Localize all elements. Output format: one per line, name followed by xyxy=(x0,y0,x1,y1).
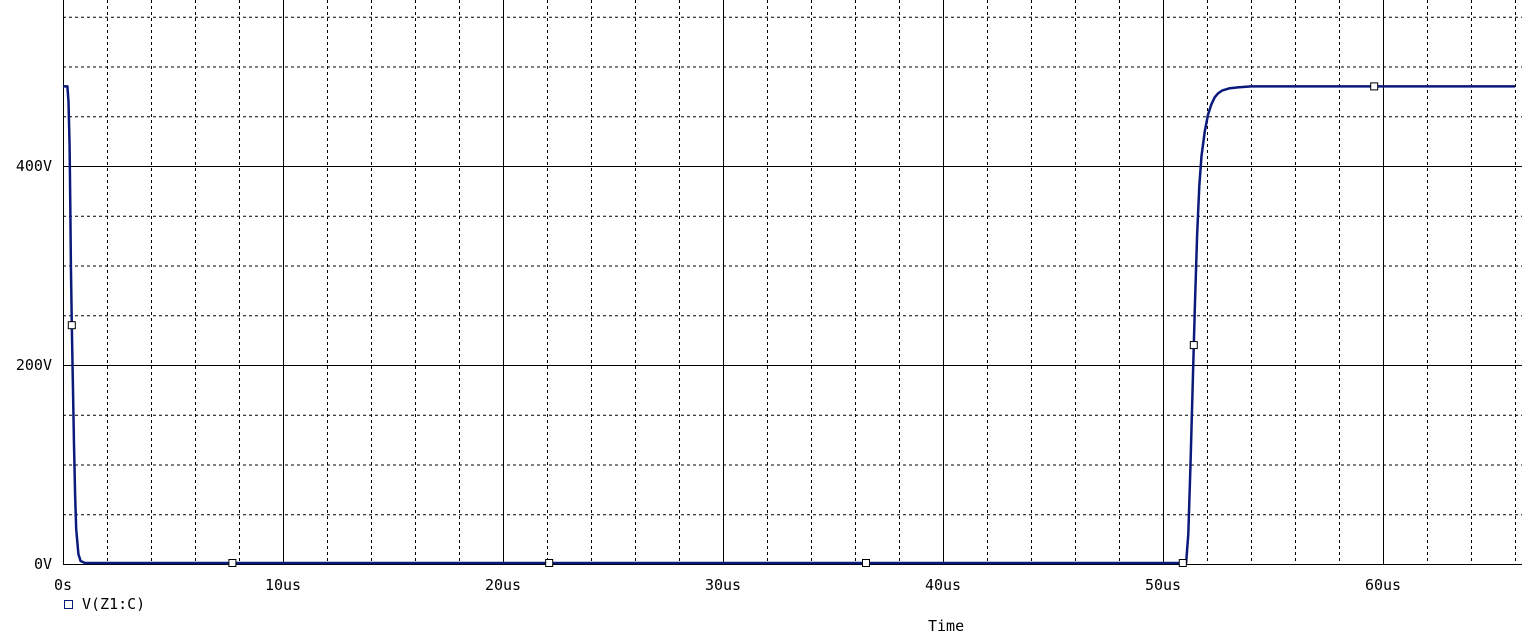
legend-label[interactable]: V(Z1:C) xyxy=(82,595,145,613)
trace-point-marker xyxy=(862,559,870,568)
trace-point-marker xyxy=(545,559,554,568)
y-tick-label: 400V xyxy=(16,157,52,175)
x-tick-label: 60us xyxy=(1365,576,1401,594)
x-tick-label: 10us xyxy=(265,576,301,594)
trace-point-marker xyxy=(1178,559,1187,568)
tick-labels: 0s 10us 20us 30us 40us 50us 60us 0V 200V 400V xyxy=(16,157,1401,594)
trace-point-marker xyxy=(67,321,76,330)
legend-marker-icon xyxy=(64,600,73,609)
x-tick-label: 20us xyxy=(485,576,521,594)
trace-layer[interactable] xyxy=(63,85,1515,565)
x-tick-label: 50us xyxy=(1145,576,1181,594)
x-tick-label: 30us xyxy=(705,576,741,594)
marker-layer xyxy=(67,82,1379,568)
trace-point-marker xyxy=(228,559,237,568)
axes xyxy=(63,0,1522,565)
trace-line[interactable] xyxy=(63,85,1515,565)
y-tick-label: 200V xyxy=(16,356,52,374)
trace-point-marker xyxy=(1189,341,1198,350)
x-tick-label: 0s xyxy=(54,576,72,594)
grid xyxy=(63,0,1522,564)
y-tick-label: 0V xyxy=(34,555,52,573)
x-axis-title: Time xyxy=(928,617,964,635)
x-tick-label: 40us xyxy=(925,576,961,594)
trace-point-marker xyxy=(1370,82,1379,91)
legend[interactable]: V(Z1:C) xyxy=(64,595,146,613)
